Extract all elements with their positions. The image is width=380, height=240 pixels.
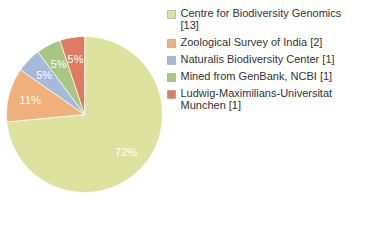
svg-text:5%: 5% <box>68 53 84 65</box>
svg-text:Ludwig-Maximilians-Universitat: Ludwig-Maximilians-UniversitatMunchen [1… <box>181 87 333 111</box>
svg-text:11%: 11% <box>20 94 41 106</box>
svg-text:72%: 72% <box>115 146 137 158</box>
svg-text:Centre for Biodiversity Genomi: Centre for Biodiversity Genomics[13] <box>181 7 342 31</box>
svg-text:Mined from GenBank, NCBI [1]: Mined from GenBank, NCBI [1] <box>181 70 333 82</box>
svg-text:5%: 5% <box>51 58 67 70</box>
svg-text:Naturalis Biodiversity Center: Naturalis Biodiversity Center [1] <box>181 53 335 65</box>
svg-text:Zoological Survey of India [2]: Zoological Survey of India [2] <box>181 36 323 48</box>
svg-text:5%: 5% <box>36 69 52 81</box>
